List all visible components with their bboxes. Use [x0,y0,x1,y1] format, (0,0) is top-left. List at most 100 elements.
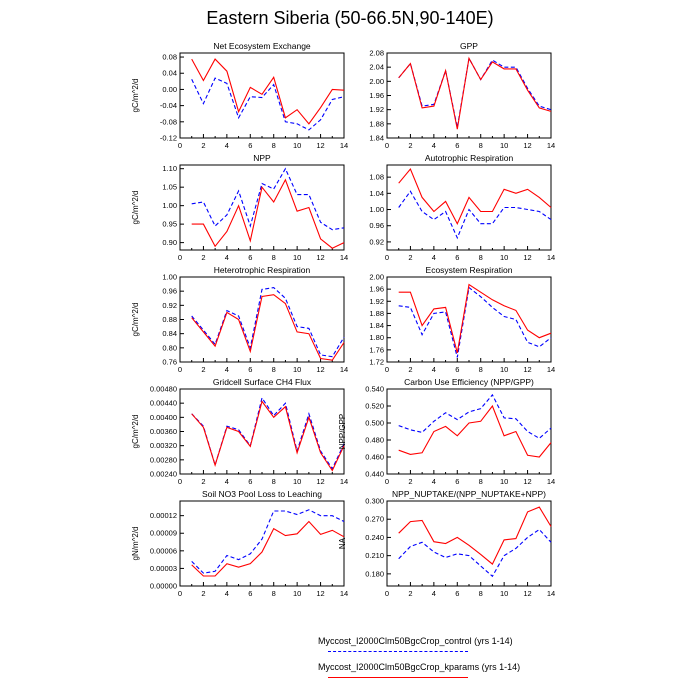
y-tick-label: 0.480 [365,436,384,445]
x-tick-label: 14 [547,365,555,374]
x-tick-label: 12 [316,365,324,374]
y-tick-label: 0.92 [369,237,384,246]
y-tick-label: 1.84 [369,321,384,330]
series-line-control [191,77,345,131]
x-tick-label: 14 [547,253,555,262]
x-tick-label: 10 [293,141,301,150]
y-tick-label: 0.180 [365,569,384,578]
y-tick-label: 1.10 [162,164,177,173]
x-tick-label: 10 [293,253,301,262]
y-tick-label: 1.08 [369,173,384,182]
chart-title: GPP [460,41,478,51]
y-tick-label: 2.08 [369,49,384,58]
legend-entry-control: Myccost_I2000Clm50BgcCrop_control (yrs 1… [318,636,568,662]
y-tick-label: 0.00280 [150,455,177,464]
chart-title: Gridcell Surface CH4 Flux [213,377,312,387]
series-line-kparams [398,56,552,130]
x-tick-label: 14 [340,141,348,150]
x-tick-label: 6 [248,589,252,598]
y-axis-label: gC/m^2/d [131,303,140,337]
x-tick-label: 8 [272,477,276,486]
x-tick-label: 12 [316,589,324,598]
x-tick-label: 6 [455,589,459,598]
y-tick-label: 1.72 [369,358,384,367]
x-tick-label: 12 [316,253,324,262]
y-tick-label: 0.76 [162,358,177,367]
chart-title: NPP_NUPTAKE/(NPP_NUPTAKE+NPP) [392,489,546,499]
y-axis-label: gC/m^2/d [131,191,140,225]
chart-panel-3: Autotrophic Respiration 0 2 4 6 8 10 12 14 0.92 0.… [369,153,555,262]
y-tick-label: 1.76 [369,345,384,354]
series-line-control [191,396,345,470]
x-tick-label: 10 [293,477,301,486]
x-tick-label: 4 [432,141,436,150]
x-tick-label: 10 [500,141,508,150]
x-tick-label: 4 [432,365,436,374]
y-tick-label: 0.00000 [150,582,177,591]
y-tick-label: 0.92 [162,301,177,310]
series-line-kparams [191,178,345,249]
x-tick-label: 0 [385,141,389,150]
x-tick-label: 2 [201,365,205,374]
chart-title: Net Ecosystem Exchange [213,41,311,51]
x-tick-label: 6 [455,141,459,150]
y-tick-label: 0.00003 [150,564,177,573]
y-tick-label: 0.540 [365,385,384,394]
y-tick-label: 0.00440 [150,399,177,408]
x-tick-label: 6 [248,365,252,374]
y-tick-label: 0.00400 [150,413,177,422]
x-tick-label: 2 [201,141,205,150]
y-axis-label: NPP/GPP [338,414,347,450]
y-tick-label: 0.440 [365,470,384,479]
y-tick-label: 0.90 [162,238,177,247]
y-tick-label: 1.92 [369,105,384,114]
chart-frame [386,276,552,363]
x-tick-label: 6 [248,253,252,262]
chart-title: NPP [253,153,271,163]
y-tick-label: 0.520 [365,402,384,411]
series-line-kparams [398,283,552,354]
y-axis-label: gN/m^2/d [131,527,140,561]
x-tick-label: 12 [523,477,531,486]
x-tick-label: 10 [500,477,508,486]
series-line-control [398,190,552,240]
y-tick-label: 1.00 [369,205,384,214]
y-tick-label: 0.00240 [150,470,177,479]
series-line-control [398,393,552,439]
x-tick-label: 8 [479,365,483,374]
chart-frame [386,388,552,475]
x-tick-label: 4 [225,141,229,150]
x-tick-label: 12 [316,477,324,486]
x-tick-label: 10 [500,253,508,262]
x-tick-label: 14 [547,477,555,486]
chart-panel-1: GPP 0 2 4 6 8 10 12 14 1.84 1.88 1.92 1.96 2.00 2.04 2.… [369,41,555,150]
x-tick-label: 10 [293,365,301,374]
y-tick-label: 1.05 [162,183,177,192]
x-tick-label: 12 [316,141,324,150]
x-tick-label: 4 [225,589,229,598]
x-tick-label: 8 [479,141,483,150]
y-tick-label: 1.96 [369,91,384,100]
y-tick-label: -0.04 [160,101,177,110]
x-tick-label: 0 [385,253,389,262]
series-line-kparams [191,58,345,125]
series-line-control [191,509,345,574]
y-tick-label: 0.00012 [150,511,177,520]
x-tick-label: 6 [455,365,459,374]
y-tick-label: 0.00360 [150,427,177,436]
y-tick-label: 0.00 [162,85,177,94]
x-tick-label: 14 [340,589,348,598]
x-tick-label: 12 [523,589,531,598]
x-tick-label: 6 [455,477,459,486]
x-tick-label: 0 [178,589,182,598]
y-tick-label: 1.84 [369,134,384,143]
chart-title: Soil NO3 Pool Loss to Leaching [202,489,322,499]
chart-title: Heterotrophic Respiration [214,265,311,275]
x-tick-label: 0 [178,253,182,262]
y-tick-label: 1.88 [369,309,384,318]
x-tick-label: 8 [272,253,276,262]
x-tick-label: 0 [385,365,389,374]
y-tick-label: 0.460 [365,453,384,462]
x-tick-label: 2 [201,477,205,486]
